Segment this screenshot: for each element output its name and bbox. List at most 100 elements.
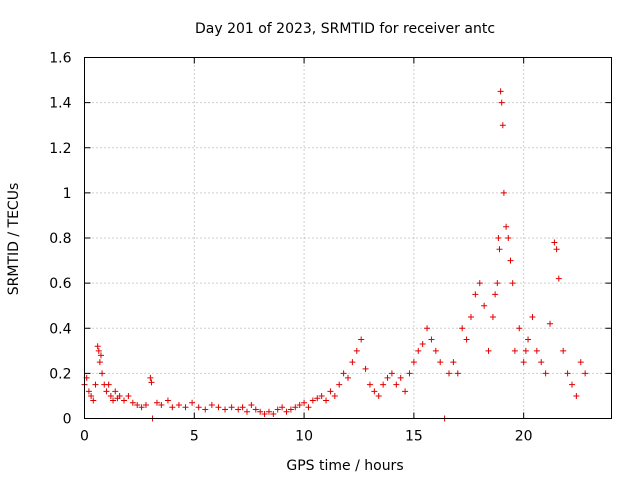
data-point xyxy=(134,401,141,408)
data-point xyxy=(402,388,409,395)
data-point xyxy=(129,399,136,406)
axis-ticks: 0 5 10 15 20 0 0.2 0.4 0.6 0.8 1 1.2 1.4 1.6 xyxy=(49,51,612,445)
data-point xyxy=(553,246,560,253)
data-point xyxy=(375,392,382,399)
data-point xyxy=(388,370,395,377)
data-point xyxy=(121,397,128,404)
data-point xyxy=(189,399,196,406)
data-point xyxy=(496,246,503,253)
data-point xyxy=(153,399,160,406)
data-point xyxy=(148,379,155,386)
data-point xyxy=(116,392,123,399)
y-tick-label: 1 xyxy=(63,186,72,202)
y-tick-label: 0 xyxy=(63,412,72,428)
data-point xyxy=(362,365,369,372)
data-point xyxy=(424,325,431,332)
data-point xyxy=(495,235,502,241)
data-point xyxy=(261,410,268,417)
x-tick-label: 5 xyxy=(190,429,199,445)
data-point xyxy=(358,336,365,343)
data-point xyxy=(366,381,373,388)
data-point xyxy=(195,404,202,411)
y-tick-label: 1.4 xyxy=(49,96,71,112)
data-point xyxy=(164,397,171,404)
data-point xyxy=(507,257,514,264)
grid xyxy=(84,57,612,419)
data-point xyxy=(542,370,549,377)
data-point xyxy=(235,406,242,413)
data-point xyxy=(516,325,523,332)
data-point xyxy=(95,347,102,354)
data-point xyxy=(454,370,461,377)
data-point xyxy=(560,347,567,354)
data-point xyxy=(340,370,347,377)
data-point xyxy=(432,347,439,354)
data-point xyxy=(498,99,505,106)
data-point xyxy=(270,410,277,417)
data-point xyxy=(252,406,259,413)
data-point xyxy=(228,404,235,411)
y-tick-label: 0.6 xyxy=(49,276,71,292)
data-point xyxy=(169,404,176,411)
data-point xyxy=(202,406,209,413)
data-point xyxy=(384,374,391,381)
data-point xyxy=(371,388,378,395)
data-point xyxy=(555,275,562,282)
data-point xyxy=(345,374,351,381)
data-point xyxy=(349,359,356,366)
data-point xyxy=(301,399,308,406)
data-point xyxy=(94,343,101,350)
data-point xyxy=(215,404,222,411)
data-point xyxy=(500,189,507,196)
x-tick-label: 20 xyxy=(515,429,533,445)
data-point xyxy=(239,404,246,411)
data-point xyxy=(538,359,545,366)
data-point xyxy=(577,359,584,366)
data-point xyxy=(142,401,149,408)
data-point xyxy=(437,359,444,366)
data-point xyxy=(125,392,132,399)
data-point xyxy=(505,235,512,241)
y-tick-label: 1.6 xyxy=(49,51,71,67)
data-point xyxy=(397,374,404,381)
data-point xyxy=(547,320,554,327)
data-point xyxy=(428,336,435,343)
data-point xyxy=(99,370,106,377)
data-point xyxy=(147,374,154,381)
data-point xyxy=(283,408,290,415)
x-tick-label: 10 xyxy=(295,429,313,445)
data-point xyxy=(459,325,466,332)
data-point xyxy=(92,381,99,388)
x-tick-label: 0 xyxy=(80,429,89,445)
data-point xyxy=(314,395,321,402)
data-point xyxy=(257,408,264,415)
data-point xyxy=(243,408,250,415)
data-point xyxy=(336,381,343,388)
data-point xyxy=(481,302,488,309)
data-point xyxy=(318,392,325,399)
x-axis-label: GPS time / hours xyxy=(286,458,403,474)
data-point xyxy=(393,381,400,388)
data-point xyxy=(463,336,470,343)
data-point xyxy=(564,370,571,377)
data-point xyxy=(107,392,114,399)
data-point xyxy=(582,370,589,377)
data-point xyxy=(406,370,413,377)
data-point xyxy=(497,88,504,95)
data-point xyxy=(292,404,299,411)
data-point xyxy=(105,381,112,388)
data-point xyxy=(248,401,255,408)
data-point xyxy=(138,404,145,411)
data-point xyxy=(222,406,229,413)
data-point xyxy=(509,280,516,287)
data-point xyxy=(112,388,119,395)
y-tick-label: 0.8 xyxy=(49,231,71,247)
data-point xyxy=(533,347,540,354)
data-point xyxy=(494,280,501,287)
data-point xyxy=(90,397,97,404)
data-point xyxy=(520,359,527,366)
x-tick-label: 15 xyxy=(405,429,423,445)
data-point xyxy=(331,392,338,399)
data-point xyxy=(410,359,417,366)
data-point xyxy=(415,347,422,354)
